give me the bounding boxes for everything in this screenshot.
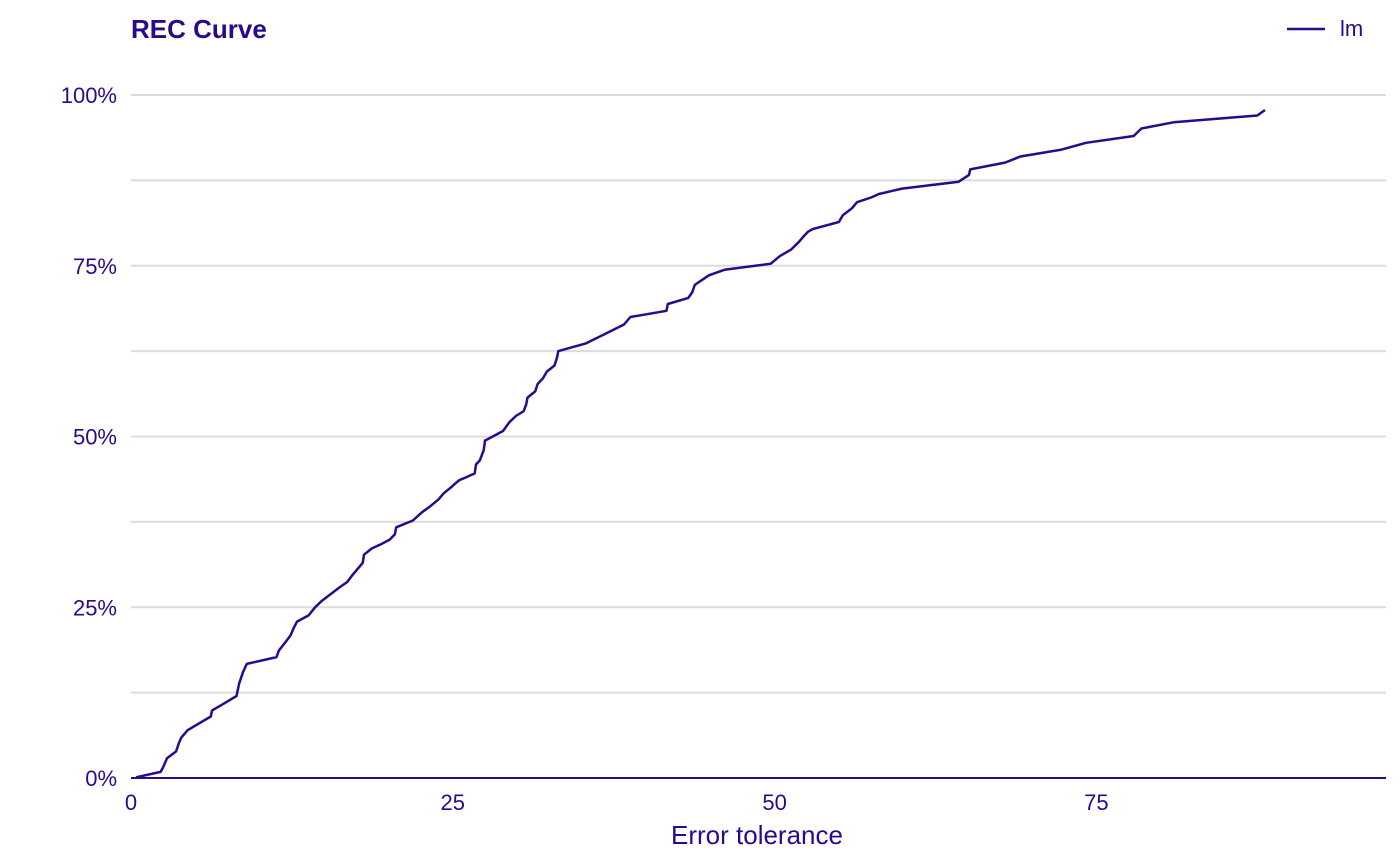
y-tick-label: 0% — [85, 766, 117, 791]
x-tick-labels: 0 25 50 75 — [125, 790, 1109, 815]
y-tick-label: 75% — [73, 254, 117, 279]
y-tick-label: 50% — [73, 425, 117, 450]
y-tick-label: 100% — [61, 83, 117, 108]
x-tick-label: 0 — [125, 790, 137, 815]
x-tick-label: 75 — [1084, 790, 1108, 815]
series-group — [135, 108, 1266, 779]
legend: lm — [1287, 16, 1363, 41]
y-tick-label: 25% — [73, 595, 117, 620]
legend-label-lm: lm — [1340, 16, 1363, 41]
x-tick-label: 25 — [441, 790, 465, 815]
x-tick-label: 50 — [762, 790, 786, 815]
y-tick-labels: 0% 25% 50% 75% 100% — [61, 83, 117, 791]
x-axis-title: Error tolerance — [671, 820, 843, 850]
series-line-lm — [135, 108, 1266, 779]
chart-title: REC Curve — [131, 14, 267, 44]
